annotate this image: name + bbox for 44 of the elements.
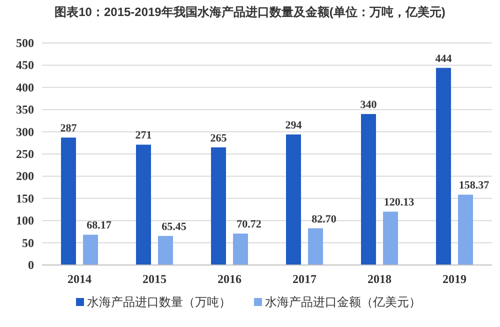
y-tick-label: 150 <box>16 191 34 206</box>
text: 65.45 <box>162 220 186 233</box>
x-tick-label: 2017 <box>292 272 316 286</box>
y-tick-label: 100 <box>16 214 34 228</box>
bar <box>436 68 451 265</box>
bar <box>61 138 76 265</box>
y-tick-label: 250 <box>16 147 34 161</box>
x-tick-label: 2014 <box>68 272 92 286</box>
bar <box>286 134 301 265</box>
text: 294 <box>285 119 302 132</box>
text: 287 <box>60 122 77 135</box>
bar <box>158 236 173 265</box>
text: 271 <box>135 130 152 142</box>
text: 444 <box>435 52 452 65</box>
bar <box>136 144 151 265</box>
text: 120.13 <box>384 196 414 209</box>
bar <box>233 234 248 265</box>
y-tick-label: 300 <box>16 124 34 139</box>
bar <box>211 147 226 265</box>
y-tick-label: 400 <box>16 80 34 94</box>
y-tick-label: 200 <box>16 169 34 184</box>
text: 340 <box>360 99 377 112</box>
chart-title: 图表10：2015-2019年我国水海产品进口数量及金额(单位：万吨，亿美元) <box>54 5 446 19</box>
bar <box>308 228 323 265</box>
x-tick-label: 2015 <box>142 272 166 286</box>
bar <box>83 234 98 265</box>
text: 158.37 <box>458 180 490 192</box>
bar <box>383 212 398 265</box>
text: 68.17 <box>86 220 112 232</box>
y-tick-label: 500 <box>16 36 34 50</box>
bar <box>458 194 473 265</box>
x-tick-label: 2019 <box>442 272 466 286</box>
text: 265 <box>210 132 227 144</box>
text: 82.70 <box>312 213 336 226</box>
x-tick-label: 2018 <box>368 272 392 286</box>
legend-label: 水海产品进口金额（亿美元） <box>265 295 421 309</box>
y-tick-label: 350 <box>16 102 34 117</box>
text: 70.72 <box>236 218 262 231</box>
bar <box>361 114 376 265</box>
y-tick-label: 0 <box>28 258 34 272</box>
y-tick-label: 50 <box>22 236 34 250</box>
y-tick-label: 450 <box>16 58 34 72</box>
x-tick-label: 2016 <box>218 272 242 286</box>
legend-label: 水海产品进口数量（万吨） <box>87 295 231 309</box>
